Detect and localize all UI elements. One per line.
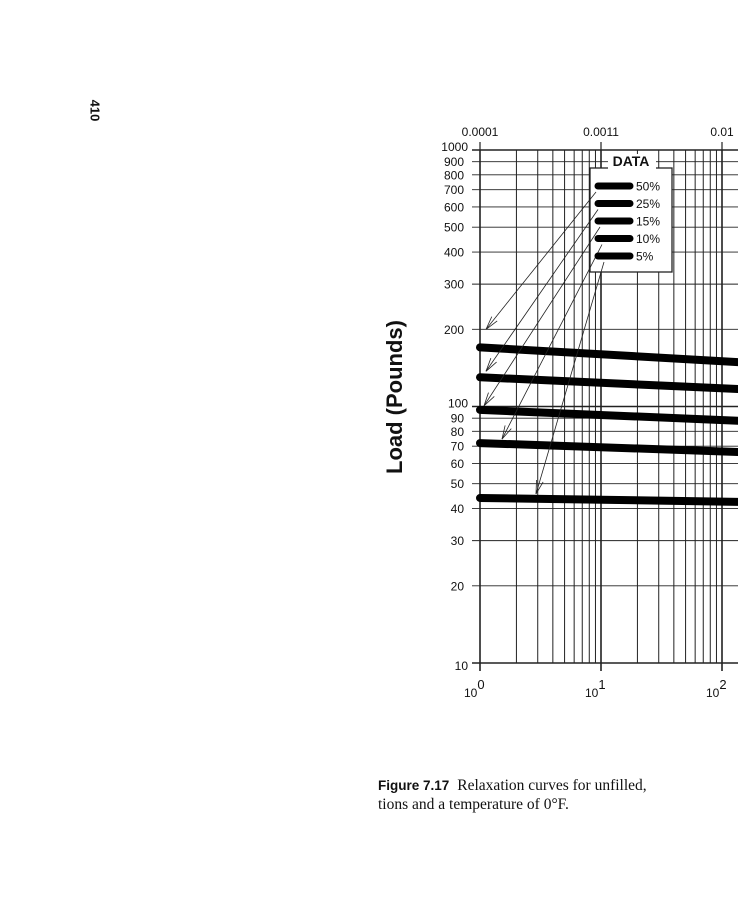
y-tick-label: 80 bbox=[451, 425, 465, 439]
top-tick-label: 0.0001 bbox=[462, 125, 499, 139]
series-line-15pct bbox=[476, 405, 738, 425]
series-line-25pct bbox=[476, 373, 738, 394]
legend-arrow bbox=[485, 209, 599, 372]
y-tick-label: 10 bbox=[455, 659, 469, 673]
caption-line-1: Relaxation curves for unfilled, bbox=[457, 777, 647, 794]
x-tick-base: 10 bbox=[464, 686, 478, 700]
x-tick-exponent: 1 bbox=[598, 677, 605, 692]
y-tick-label: 700 bbox=[444, 183, 464, 197]
arrow-head bbox=[485, 316, 493, 330]
legend-arrow bbox=[483, 226, 601, 407]
arrow-head bbox=[501, 425, 506, 440]
y-tick-label: 90 bbox=[451, 412, 465, 426]
arrow-head bbox=[483, 392, 489, 407]
y-tick-label: 60 bbox=[451, 457, 465, 471]
series-line-10pct bbox=[476, 439, 738, 456]
arrow-head bbox=[501, 428, 512, 440]
y-tick-label: 200 bbox=[444, 323, 464, 337]
arrow-head bbox=[485, 320, 498, 330]
arrow-head bbox=[485, 361, 497, 372]
legend-label: 10% bbox=[636, 232, 660, 246]
y-tick-label: 300 bbox=[444, 278, 464, 292]
legend-label: 15% bbox=[636, 215, 660, 229]
caption-line-2: tions and a temperature of 0°F. bbox=[378, 796, 569, 813]
top-tick-label: 0.0011 bbox=[583, 125, 619, 139]
arrow-head bbox=[483, 396, 495, 407]
series-line-50pct bbox=[476, 343, 738, 367]
y-tick-label: 900 bbox=[444, 155, 464, 169]
x-tick-label: 102 bbox=[706, 677, 727, 700]
caption-label: Figure 7.17 bbox=[378, 778, 450, 793]
y-tick-label: 50 bbox=[451, 477, 465, 491]
y-tick-label: 600 bbox=[444, 200, 464, 214]
figure-caption: Figure 7.17 Relaxation curves for unfille… bbox=[378, 776, 738, 814]
y-tick-label: 40 bbox=[451, 502, 465, 516]
legend-arrow bbox=[501, 244, 603, 440]
x-tick-label: 100 bbox=[464, 677, 485, 700]
legend-title: DATA bbox=[613, 153, 650, 169]
legend-title-bg bbox=[608, 154, 656, 170]
y-tick-label: 20 bbox=[451, 579, 465, 593]
top-tick-label: 0.01 bbox=[710, 125, 734, 139]
y-tick-label: 500 bbox=[444, 221, 464, 235]
x-tick-label: 101 bbox=[585, 677, 606, 700]
arrow-head bbox=[485, 358, 492, 372]
x-tick-exponent: 0 bbox=[477, 677, 484, 692]
series-line-5pct bbox=[476, 493, 738, 506]
y-tick-label: 30 bbox=[451, 534, 465, 548]
x-tick-base: 10 bbox=[706, 686, 720, 700]
y-tick-label: 400 bbox=[444, 246, 464, 260]
y-tick-label: 100 bbox=[448, 397, 468, 411]
legend-arrow bbox=[535, 261, 605, 495]
x-tick-base: 10 bbox=[585, 686, 599, 700]
arrow-head bbox=[535, 481, 544, 495]
legend-label: 5% bbox=[636, 250, 654, 264]
y-tick-label: 800 bbox=[444, 168, 464, 182]
x-tick-exponent: 2 bbox=[719, 677, 726, 692]
legend-label: 50% bbox=[636, 180, 660, 194]
y-tick-label: 1000 bbox=[441, 140, 468, 154]
y-tick-label: 70 bbox=[451, 440, 465, 454]
legend-label: 25% bbox=[636, 197, 660, 211]
legend-arrow bbox=[485, 191, 597, 330]
y-axis-label: Load (Pounds) bbox=[382, 320, 407, 474]
